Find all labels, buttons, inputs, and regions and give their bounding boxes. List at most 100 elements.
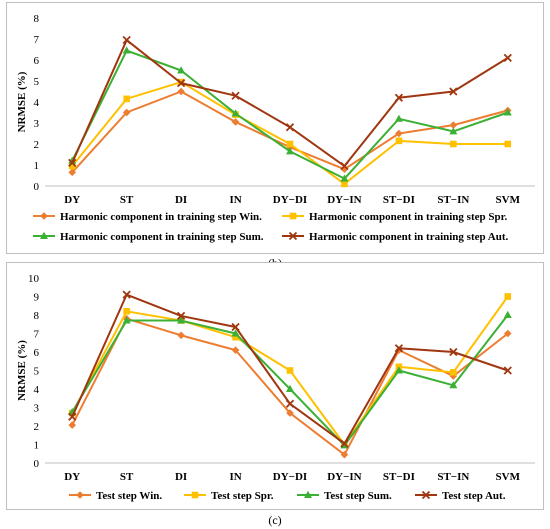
y-tick-label: 0 (34, 458, 40, 470)
legend-marker (40, 231, 48, 239)
legend-marker (288, 231, 298, 241)
chart-b-svg: NRMSE (%) 0 1 2 3 4 5 6 7 8 DY ST DI IN DY−DI DY−IN ST−D… (16, 13, 535, 243)
data-point (177, 66, 186, 74)
data-point (122, 316, 131, 324)
y-tick-label: 1 (34, 160, 40, 172)
legend-entry: Test step Win. (69, 490, 162, 502)
x-tick-label: SVM (496, 471, 521, 483)
legend-label: Test step Sum. (324, 490, 392, 502)
series-line (71, 49, 509, 180)
x-tick-label: DI (175, 471, 187, 483)
legend-entry: Test step Spr. (184, 490, 274, 502)
x-tick-label: DI (175, 194, 187, 206)
y-tick-label: 6 (34, 55, 40, 67)
y-tick-label: 3 (34, 118, 40, 130)
series-line (71, 90, 509, 174)
series-2 (68, 78, 512, 188)
data-point (285, 399, 295, 408)
data-point (68, 158, 77, 168)
y-tick-label: 2 (34, 139, 40, 151)
x-tick-label: DY (64, 194, 80, 206)
legend-marker (421, 490, 431, 500)
y-tick-label: 4 (34, 97, 40, 109)
data-point (176, 78, 186, 88)
data-point (68, 412, 77, 421)
x-tick-label: SVM (496, 194, 521, 206)
y-tick-label: 1 (34, 440, 40, 452)
legend-entry: Harmonic component in training step Spr. (282, 211, 507, 223)
data-point (394, 93, 404, 102)
x-tick-label: DY−IN (327, 471, 361, 483)
data-point (340, 161, 349, 171)
data-point (449, 381, 458, 389)
data-point (504, 140, 512, 148)
legend-label: Harmonic component in training step Win. (60, 211, 262, 223)
data-point (232, 333, 239, 341)
data-point (450, 369, 457, 376)
x-tick-label: DY−DI (273, 471, 307, 483)
y-tick-label: 6 (34, 347, 40, 359)
y-tick-label: 2 (34, 421, 40, 433)
data-point (231, 118, 240, 126)
data-point (340, 450, 349, 459)
x-tick-label: ST (120, 471, 134, 483)
legend-marker (289, 212, 297, 220)
chart-c-caption: (c) (268, 513, 282, 527)
data-point (177, 316, 186, 324)
data-point (231, 322, 240, 332)
data-point (286, 384, 294, 392)
data-point (394, 114, 403, 122)
legend-label: Harmonic component in training step Aut. (309, 231, 508, 243)
legend-label: Test step Win. (96, 490, 162, 502)
data-point (177, 331, 185, 340)
y-tick-label: 9 (34, 292, 40, 304)
y-tick-label: 5 (34, 366, 40, 378)
data-point (176, 311, 186, 321)
data-point (503, 53, 512, 63)
data-point (286, 140, 294, 148)
data-point (340, 165, 349, 173)
data-point (503, 310, 512, 318)
y-tick-label: 0 (34, 181, 40, 193)
data-point (340, 174, 349, 182)
data-point (286, 409, 294, 417)
y-axis-label: NRMSE (%) (16, 71, 28, 132)
data-point (450, 140, 457, 148)
x-tick-label: ST−IN (437, 194, 469, 206)
data-point (395, 137, 403, 145)
series-line (71, 81, 508, 185)
y-tick-label: 7 (34, 329, 40, 341)
x-tick-label: ST (120, 194, 134, 206)
x-tick-label: IN (229, 471, 241, 483)
data-point (286, 367, 294, 374)
data-point (122, 35, 131, 45)
series-line (71, 314, 509, 447)
data-point (123, 95, 130, 103)
data-point (449, 127, 458, 135)
data-point (231, 329, 240, 337)
y-axis-label: NRMSE (%) (16, 340, 28, 401)
data-point (449, 121, 458, 129)
legend-entry: Harmonic component in training step Aut. (282, 231, 508, 243)
data-point (285, 123, 295, 132)
x-tick-label: IN (229, 194, 241, 206)
series-4 (68, 290, 512, 448)
data-point (68, 168, 77, 177)
x-tick-label: ST−IN (437, 471, 469, 483)
data-point (177, 87, 185, 96)
legend-marker (40, 212, 48, 220)
chart-c-svg: NRMSE (%) 0 1 2 3 4 5 6 7 8 9 10 DY ST DI IN DY−DI DY−IN S… (16, 273, 535, 502)
data-point (341, 180, 348, 188)
data-point (503, 329, 512, 338)
x-tick-label: DY−DI (273, 194, 307, 206)
y-tick-label: 3 (34, 403, 40, 415)
legend-label: Test step Spr. (211, 490, 274, 502)
legend-entry: Test step Sum. (297, 490, 392, 502)
series-1 (68, 87, 512, 177)
legend-entry: Harmonic component in training step Win. (33, 211, 262, 223)
data-point (449, 87, 458, 96)
y-tick-label: 8 (34, 310, 40, 322)
legend-marker (191, 491, 199, 499)
data-point (504, 293, 512, 300)
data-point (286, 147, 294, 155)
